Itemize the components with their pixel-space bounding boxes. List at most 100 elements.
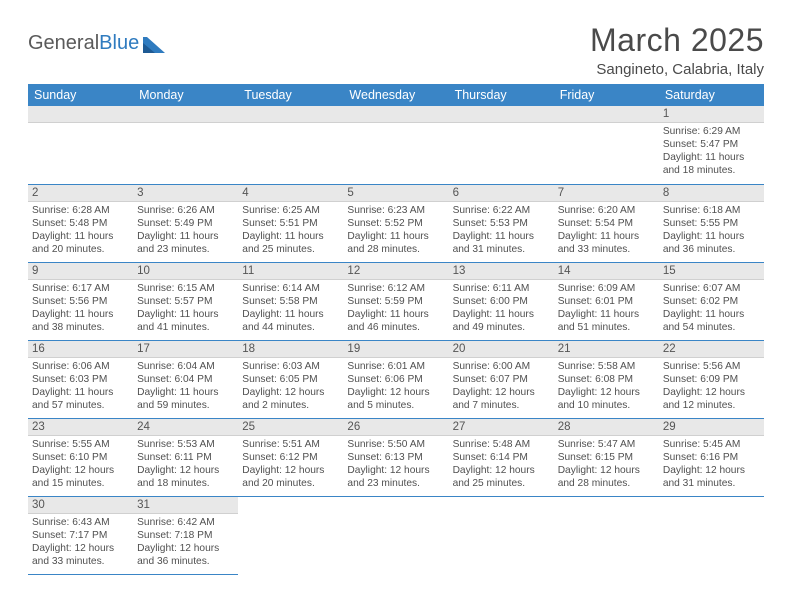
daylight-text: Daylight: 11 hours and 18 minutes.: [663, 151, 760, 177]
sunset-text: Sunset: 6:01 PM: [558, 295, 655, 308]
day-number: 31: [133, 497, 238, 514]
location-text: Sangineto, Calabria, Italy: [590, 61, 764, 78]
calendar-cell: 15Sunrise: 6:07 AMSunset: 6:02 PMDayligh…: [659, 262, 764, 340]
sunset-text: Sunset: 6:09 PM: [663, 373, 760, 386]
daylight-text: Daylight: 12 hours and 12 minutes.: [663, 386, 760, 412]
day-info: Sunrise: 6:00 AMSunset: 6:07 PMDaylight:…: [449, 358, 554, 414]
empty-day-header: [133, 106, 238, 123]
daylight-text: Daylight: 11 hours and 20 minutes.: [32, 230, 129, 256]
calendar-week-row: 30Sunrise: 6:43 AMSunset: 7:17 PMDayligh…: [28, 496, 764, 574]
sunset-text: Sunset: 6:11 PM: [137, 451, 234, 464]
calendar-table: SundayMondayTuesdayWednesdayThursdayFrid…: [28, 84, 764, 575]
daylight-text: Daylight: 11 hours and 36 minutes.: [663, 230, 760, 256]
daylight-text: Daylight: 11 hours and 28 minutes.: [347, 230, 444, 256]
calendar-cell: 23Sunrise: 5:55 AMSunset: 6:10 PMDayligh…: [28, 418, 133, 496]
sunset-text: Sunset: 6:10 PM: [32, 451, 129, 464]
sunrise-text: Sunrise: 6:22 AM: [453, 204, 550, 217]
calendar-cell: 9Sunrise: 6:17 AMSunset: 5:56 PMDaylight…: [28, 262, 133, 340]
sunrise-text: Sunrise: 6:28 AM: [32, 204, 129, 217]
daylight-text: Daylight: 11 hours and 46 minutes.: [347, 308, 444, 334]
daylight-text: Daylight: 12 hours and 20 minutes.: [242, 464, 339, 490]
sunset-text: Sunset: 6:07 PM: [453, 373, 550, 386]
day-info: Sunrise: 6:22 AMSunset: 5:53 PMDaylight:…: [449, 202, 554, 258]
day-info: Sunrise: 6:03 AMSunset: 6:05 PMDaylight:…: [238, 358, 343, 414]
day-info: Sunrise: 5:58 AMSunset: 6:08 PMDaylight:…: [554, 358, 659, 414]
day-info: Sunrise: 6:29 AMSunset: 5:47 PMDaylight:…: [659, 123, 764, 179]
day-info: Sunrise: 5:55 AMSunset: 6:10 PMDaylight:…: [28, 436, 133, 492]
daylight-text: Daylight: 12 hours and 23 minutes.: [347, 464, 444, 490]
day-number: 5: [343, 185, 448, 202]
day-info: Sunrise: 6:01 AMSunset: 6:06 PMDaylight:…: [343, 358, 448, 414]
sunset-text: Sunset: 7:17 PM: [32, 529, 129, 542]
day-number: 2: [28, 185, 133, 202]
calendar-cell: 11Sunrise: 6:14 AMSunset: 5:58 PMDayligh…: [238, 262, 343, 340]
month-title: March 2025: [590, 22, 764, 59]
sunset-text: Sunset: 6:05 PM: [242, 373, 339, 386]
empty-day-header: [238, 106, 343, 123]
calendar-cell: 1Sunrise: 6:29 AMSunset: 5:47 PMDaylight…: [659, 106, 764, 184]
day-number: 6: [449, 185, 554, 202]
logo-text-1: General: [28, 32, 99, 55]
day-number: 26: [343, 419, 448, 436]
daylight-text: Daylight: 11 hours and 25 minutes.: [242, 230, 339, 256]
calendar-cell: 6Sunrise: 6:22 AMSunset: 5:53 PMDaylight…: [449, 184, 554, 262]
daylight-text: Daylight: 12 hours and 2 minutes.: [242, 386, 339, 412]
day-number: 27: [449, 419, 554, 436]
weekday-header: Friday: [554, 84, 659, 106]
sunset-text: Sunset: 5:55 PM: [663, 217, 760, 230]
sunrise-text: Sunrise: 6:06 AM: [32, 360, 129, 373]
day-number: 29: [659, 419, 764, 436]
daylight-text: Daylight: 12 hours and 10 minutes.: [558, 386, 655, 412]
day-info: Sunrise: 5:47 AMSunset: 6:15 PMDaylight:…: [554, 436, 659, 492]
day-number: 14: [554, 263, 659, 280]
sunrise-text: Sunrise: 6:00 AM: [453, 360, 550, 373]
sunrise-text: Sunrise: 6:14 AM: [242, 282, 339, 295]
day-number: 7: [554, 185, 659, 202]
sunrise-text: Sunrise: 5:45 AM: [663, 438, 760, 451]
calendar-cell: [659, 496, 764, 574]
calendar-cell: 19Sunrise: 6:01 AMSunset: 6:06 PMDayligh…: [343, 340, 448, 418]
day-info: Sunrise: 6:20 AMSunset: 5:54 PMDaylight:…: [554, 202, 659, 258]
day-info: Sunrise: 6:25 AMSunset: 5:51 PMDaylight:…: [238, 202, 343, 258]
sunset-text: Sunset: 5:51 PM: [242, 217, 339, 230]
sunrise-text: Sunrise: 5:47 AM: [558, 438, 655, 451]
calendar-cell: 2 Sunrise: 6:28 AMSunset: 5:48 PMDaylight…: [28, 184, 133, 262]
calendar-cell: 16Sunrise: 6:06 AMSunset: 6:03 PMDayligh…: [28, 340, 133, 418]
day-number: 15: [659, 263, 764, 280]
day-info: Sunrise: 6:12 AMSunset: 5:59 PMDaylight:…: [343, 280, 448, 336]
day-info: Sunrise: 6:04 AMSunset: 6:04 PMDaylight:…: [133, 358, 238, 414]
sunrise-text: Sunrise: 5:56 AM: [663, 360, 760, 373]
day-info: Sunrise: 5:50 AMSunset: 6:13 PMDaylight:…: [343, 436, 448, 492]
sunrise-text: Sunrise: 6:18 AM: [663, 204, 760, 217]
calendar-cell: [554, 496, 659, 574]
sunrise-text: Sunrise: 6:09 AM: [558, 282, 655, 295]
day-info: Sunrise: 6:43 AMSunset: 7:17 PMDaylight:…: [28, 514, 133, 570]
sunrise-text: Sunrise: 6:26 AM: [137, 204, 234, 217]
day-number: 22: [659, 341, 764, 358]
calendar-cell: 25Sunrise: 5:51 AMSunset: 6:12 PMDayligh…: [238, 418, 343, 496]
empty-day-header: [343, 106, 448, 123]
sunset-text: Sunset: 6:04 PM: [137, 373, 234, 386]
calendar-cell: [238, 496, 343, 574]
day-info: Sunrise: 6:06 AMSunset: 6:03 PMDaylight:…: [28, 358, 133, 414]
day-number: 28: [554, 419, 659, 436]
daylight-text: Daylight: 11 hours and 54 minutes.: [663, 308, 760, 334]
weekday-header-row: SundayMondayTuesdayWednesdayThursdayFrid…: [28, 84, 764, 106]
sunset-text: Sunset: 5:48 PM: [32, 217, 129, 230]
sunset-text: Sunset: 5:53 PM: [453, 217, 550, 230]
sunset-text: Sunset: 6:08 PM: [558, 373, 655, 386]
day-number: 20: [449, 341, 554, 358]
daylight-text: Daylight: 11 hours and 23 minutes.: [137, 230, 234, 256]
daylight-text: Daylight: 11 hours and 59 minutes.: [137, 386, 234, 412]
day-number: 3: [133, 185, 238, 202]
empty-day-header: [449, 106, 554, 123]
day-number: 17: [133, 341, 238, 358]
sunrise-text: Sunrise: 6:17 AM: [32, 282, 129, 295]
sunset-text: Sunset: 5:56 PM: [32, 295, 129, 308]
calendar-cell: 26Sunrise: 5:50 AMSunset: 6:13 PMDayligh…: [343, 418, 448, 496]
sunset-text: Sunset: 6:03 PM: [32, 373, 129, 386]
weekday-header: Wednesday: [343, 84, 448, 106]
calendar-cell: 5Sunrise: 6:23 AMSunset: 5:52 PMDaylight…: [343, 184, 448, 262]
day-number: 13: [449, 263, 554, 280]
calendar-cell: [449, 106, 554, 184]
